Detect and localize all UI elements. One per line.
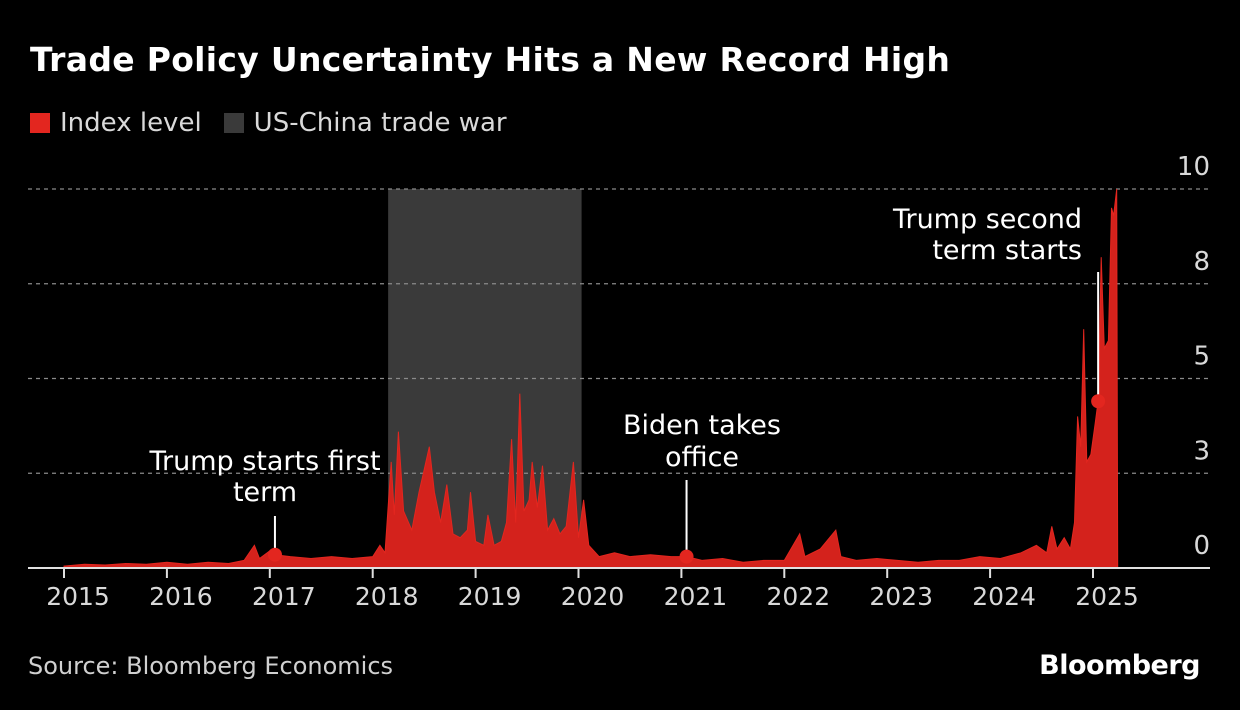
y-tick-label: 5 [1193, 342, 1210, 372]
x-tick-label: 2016 [149, 582, 213, 611]
annotation-text: office [665, 442, 739, 473]
legend-item-trade-war: US-China trade war [223, 108, 507, 138]
legend-swatch-trade-war [223, 113, 244, 133]
x-tick-label: 2020 [561, 582, 625, 611]
legend-item-index: Index level [30, 108, 202, 138]
legend: Index level US-China trade war [30, 108, 507, 138]
annotation-text: term starts [932, 235, 1082, 266]
annotation-text: Trump starts first [148, 446, 380, 477]
x-tick-label: 2019 [458, 582, 522, 611]
annotation-marker [267, 547, 282, 562]
x-tick-label: 2022 [766, 582, 830, 611]
legend-label: Index level [60, 108, 202, 138]
y-tick-label: 8 [1193, 247, 1210, 277]
annotation-text: Biden takes [623, 410, 781, 441]
x-tick-label: 2015 [46, 582, 110, 611]
x-tick-label: 2017 [252, 582, 316, 611]
annotation-text: Trump second [892, 204, 1082, 235]
bloomberg-logo: Bloomberg [1039, 650, 1200, 681]
y-tick-label: 3 [1193, 436, 1210, 466]
legend-swatch-index [30, 113, 50, 133]
chart-title: Trade Policy Uncertainty Hits a New Reco… [30, 40, 951, 79]
x-tick-label: 2023 [869, 582, 933, 611]
x-tick-label: 2018 [355, 582, 419, 611]
x-tick-label: 2025 [1075, 582, 1139, 611]
y-tick-label: 10 [1177, 152, 1210, 182]
annotation-marker [679, 549, 694, 564]
index-level-area [63, 188, 1119, 569]
source-note: Source: Bloomberg Economics [28, 652, 394, 680]
x-tick-label: 2024 [972, 582, 1036, 611]
legend-label: US-China trade war [253, 108, 507, 138]
annotation-marker [1091, 394, 1106, 409]
y-tick-label: 0 [1193, 531, 1210, 561]
x-tick-label: 2021 [664, 582, 728, 611]
annotation-text: term [233, 477, 297, 508]
